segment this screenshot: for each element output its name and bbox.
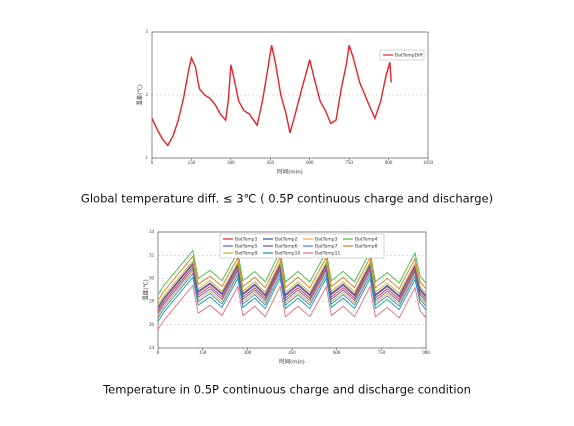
x-tick-label: 900 [422, 351, 430, 356]
y-axis-label: 温度(℃) [142, 279, 150, 300]
legend-label: BatTemp7 [315, 244, 338, 250]
series-line [157, 259, 427, 306]
y-tick-label: 30 [149, 277, 155, 282]
legend-box [219, 233, 385, 259]
legend-label: BatTemp9 [235, 251, 258, 257]
x-tick-label: 900 [385, 161, 393, 166]
y-axis-label: 温差(℃) [136, 84, 144, 105]
legend-label: BatTemp3 [315, 237, 338, 243]
y-tick-label: 32 [149, 253, 155, 258]
x-tick-label: 0 [157, 351, 160, 356]
series-line [157, 265, 427, 312]
x-tick-label: 750 [345, 161, 353, 166]
x-tick-label: 1050 [423, 161, 434, 166]
series-line [157, 284, 427, 330]
x-tick-label: 600 [306, 161, 314, 166]
x-tick-label: 750 [378, 351, 386, 356]
legend-label: BatTemp6 [275, 244, 298, 250]
series-line [157, 268, 427, 314]
y-tick-label: 28 [149, 300, 155, 305]
x-tick-label: 300 [227, 161, 235, 166]
series-line [157, 263, 427, 309]
y-tick-label: 3 [146, 30, 149, 35]
legend-label: BatTemp4 [355, 237, 378, 243]
x-tick-label: 150 [199, 351, 207, 356]
legend-label: BatTemp5 [235, 244, 258, 250]
y-tick-label: 2 [146, 93, 149, 98]
x-axis-label: 时间(min) [277, 168, 303, 176]
legend-label: BatTemp1 [235, 237, 258, 243]
x-tick-label: 450 [288, 351, 296, 356]
plot-frame [151, 31, 429, 159]
y-tick-label: 1 [146, 156, 149, 161]
plot-frame [157, 231, 427, 349]
legend-label: BatTemp2 [275, 237, 298, 243]
legend-label: BatTemp11 [315, 251, 340, 257]
x-axis-label: 时间(min) [279, 358, 305, 366]
chart-caption: Global temperature diff. ≤ 3℃ ( 0.5P con… [81, 192, 493, 206]
series-line [157, 270, 427, 316]
x-tick-label: 0 [151, 161, 154, 166]
legend-label: BatTemp10 [275, 251, 300, 257]
chart-caption: Temperature in 0.5P continuous charge an… [102, 383, 471, 397]
series-line [157, 249, 427, 295]
series-line [157, 262, 427, 308]
y-tick-label: 24 [149, 346, 155, 351]
series-line [157, 272, 427, 319]
legend-label: BatTemp8 [355, 244, 378, 250]
x-tick-label: 300 [244, 351, 252, 356]
legend-label: BatTempDiff [395, 53, 423, 59]
y-tick-label: 26 [149, 323, 155, 328]
series-line [151, 45, 392, 147]
series-line [157, 276, 427, 322]
x-tick-label: 600 [333, 351, 341, 356]
series-line [157, 255, 427, 301]
x-tick-label: 450 [267, 161, 275, 166]
y-tick-label: 34 [149, 230, 155, 235]
legend-box [379, 49, 425, 61]
x-tick-label: 150 [188, 161, 196, 166]
